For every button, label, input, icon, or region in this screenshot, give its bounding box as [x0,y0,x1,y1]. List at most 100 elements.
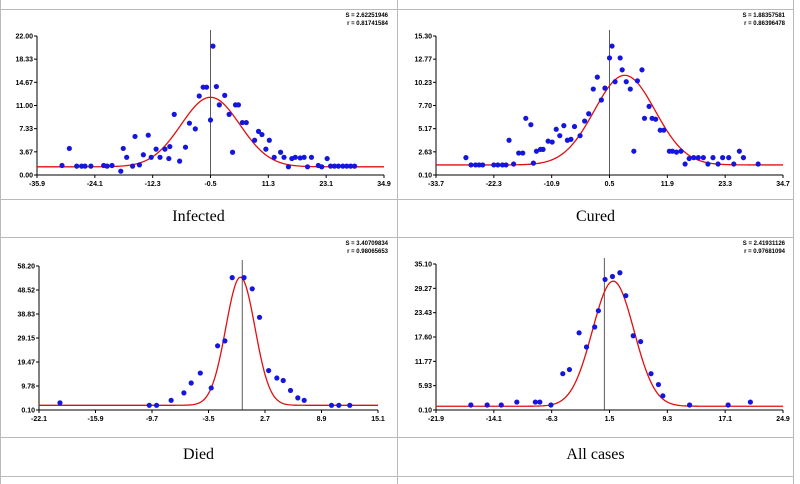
caption-infected: Infected [172,208,225,225]
data-point [639,67,645,73]
data-point [215,343,221,349]
data-point [243,119,249,126]
data-point [192,126,198,132]
data-point [602,85,608,91]
data-point [725,402,731,408]
y-tick-label: 22.00 [15,34,33,41]
y-tick-label: 10.23 [414,80,432,87]
y-tick-label: 11.00 [16,103,33,110]
data-point [188,380,194,386]
data-point [274,375,280,381]
data-point [186,120,193,126]
y-tick-label: 3.67 [19,149,33,156]
data-point [532,399,538,405]
data-point [104,163,110,169]
data-point [755,161,761,167]
data-point [168,397,174,403]
data-point [162,146,168,152]
y-tick-label: 5.93 [418,383,432,390]
x-tick-label: -22.3 [486,181,502,188]
data-point [595,308,601,314]
data-point [686,402,693,408]
data-point [631,148,637,154]
data-point [646,103,652,110]
x-tick-label: -24.1 [87,181,103,188]
y-tick-label: 35.10 [414,262,432,269]
data-point [602,276,608,283]
data-point [661,127,667,133]
x-tick-label: -9.7 [146,416,158,423]
x-tick-label: 11.3 [262,181,275,188]
data-point [120,145,126,152]
data-point [148,154,154,160]
data-point [617,55,623,61]
chart-panel-died: S = 3.40709834 r = 0.98065653 0.10 9.78 19.4… [1,238,396,436]
data-point [641,115,648,121]
y-tick-label: 7.70 [418,103,432,110]
x-tick-label: 23.3 [718,181,732,188]
data-point [576,330,582,336]
data-point [592,324,598,330]
data-point [736,148,742,154]
grid-line-left [0,0,1,484]
data-point [157,154,163,160]
data-point [263,146,269,152]
data-point [167,143,173,150]
data-point [609,43,615,49]
data-point [612,79,618,85]
data-point [136,162,143,168]
x-tick-label: -12.3 [145,181,161,188]
data-point [285,164,292,170]
data-point [129,163,136,169]
data-point [691,155,697,161]
data-point [520,150,526,156]
data-point [528,122,534,128]
x-tick-label: -35.9 [29,181,45,188]
data-point [331,163,338,169]
data-point [57,400,63,406]
data-point [653,116,659,122]
data-point [256,314,263,320]
data-point [171,111,177,117]
data-point [280,377,286,384]
y-tick-label: 38.83 [17,312,35,319]
data-point [638,338,644,345]
x-tick-label: 24.9 [776,416,790,423]
data-point [655,381,662,388]
data-point [498,402,504,408]
data-point [511,161,517,167]
data-point [351,163,358,169]
data-point [347,402,353,408]
x-tick-label: -14.1 [486,416,502,423]
data-point [348,163,354,169]
data-point [226,111,232,117]
data-point [686,155,692,162]
y-tick-label: 9.78 [21,384,35,391]
data-point [197,370,203,376]
y-tick-label: 11.77 [415,359,432,366]
data-point [747,399,753,405]
data-point [594,74,600,80]
data-point [153,146,159,152]
data-point [297,155,303,161]
data-point [88,163,94,169]
data-point [537,399,543,405]
data-point [516,150,522,156]
y-tick-label: 7.33 [19,126,33,133]
stat-r-value: r = 0.86396478 [744,21,786,27]
y-tick-label: 2.63 [418,149,432,156]
data-point [301,154,307,160]
data-point [153,402,160,408]
y-tick-label: 29.27 [414,286,432,293]
stat-s-value: S = 1.88357581 [742,13,785,19]
x-tick-label: -0.5 [204,181,216,188]
x-tick-label: -6.3 [546,416,558,423]
data-point [726,155,732,161]
x-tick-label: 23.1 [319,181,333,188]
stat-r-value: r = 0.98065653 [347,249,389,255]
data-point [540,146,546,152]
data-point [571,123,578,130]
y-tick-label: 5.17 [418,126,432,133]
data-point [582,118,588,124]
